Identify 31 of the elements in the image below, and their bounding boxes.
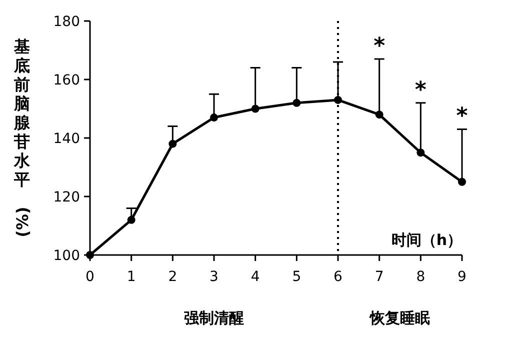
text: 强制清醒	[184, 309, 244, 327]
point	[375, 110, 384, 119]
point	[127, 216, 136, 224]
y-axis-title: 基底前脑腺苷水平 (%)	[13, 37, 32, 238]
annotation: *	[414, 78, 427, 103]
x-tick-label: 6	[334, 269, 343, 285]
point	[416, 148, 425, 157]
y-tick-label: 100	[53, 248, 80, 264]
text: 恢复睡眠	[369, 309, 430, 327]
point	[334, 96, 342, 104]
point	[458, 178, 466, 186]
point	[168, 140, 177, 148]
y-tick-label: 120	[53, 190, 80, 206]
x-axis-title: 时间（h）	[391, 231, 462, 249]
x-tick-label: 4	[250, 269, 260, 285]
y-tick-label: 180	[53, 14, 80, 30]
x-tick-label: 1	[126, 269, 136, 285]
x-tick-label: 9	[458, 269, 466, 285]
point	[251, 104, 260, 113]
point	[292, 98, 301, 107]
x-tick-label: 3	[210, 269, 218, 285]
y-tick-label: 140	[53, 131, 80, 147]
annotation: *	[374, 34, 386, 60]
y-tick-label: 160	[53, 72, 80, 88]
annotation: *	[456, 104, 468, 130]
x-tick-label: 0	[86, 269, 94, 285]
point	[210, 114, 218, 122]
x-tick-label: 2	[168, 269, 178, 285]
x-tick-label: 7	[374, 269, 384, 285]
x-tick-label: 8	[416, 269, 426, 285]
x-tick-label: 5	[292, 269, 302, 285]
